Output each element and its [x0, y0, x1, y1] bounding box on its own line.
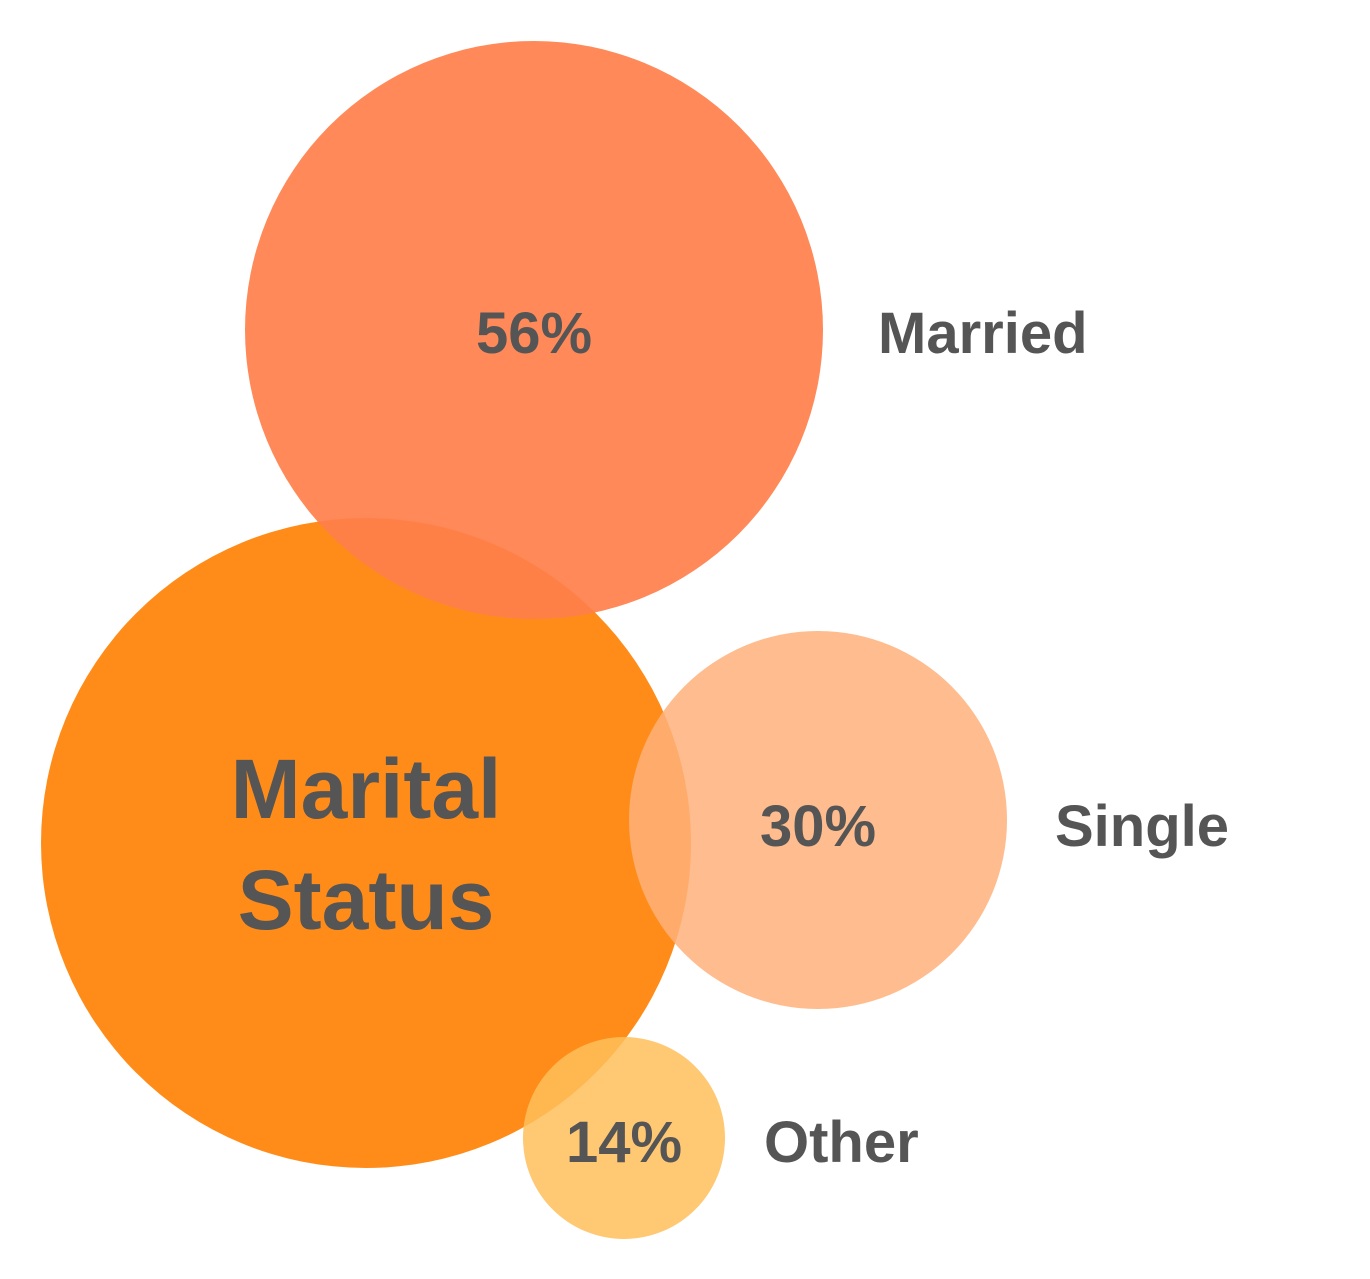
- bubble-single: [629, 631, 1007, 1009]
- category-label-married: Married: [878, 301, 1088, 366]
- category-label-other: Other: [764, 1110, 919, 1175]
- value-label-other: 14%: [566, 1110, 682, 1175]
- chart-title-line-1: Marital: [231, 742, 502, 836]
- bubble-married: [245, 41, 823, 619]
- chart-title-line-2: Status: [238, 853, 495, 947]
- category-label-single: Single: [1055, 794, 1229, 859]
- bubble-other: [523, 1037, 725, 1239]
- value-label-married: 56%: [476, 301, 592, 366]
- value-label-single: 30%: [760, 794, 876, 859]
- title-bubble: [41, 518, 691, 1168]
